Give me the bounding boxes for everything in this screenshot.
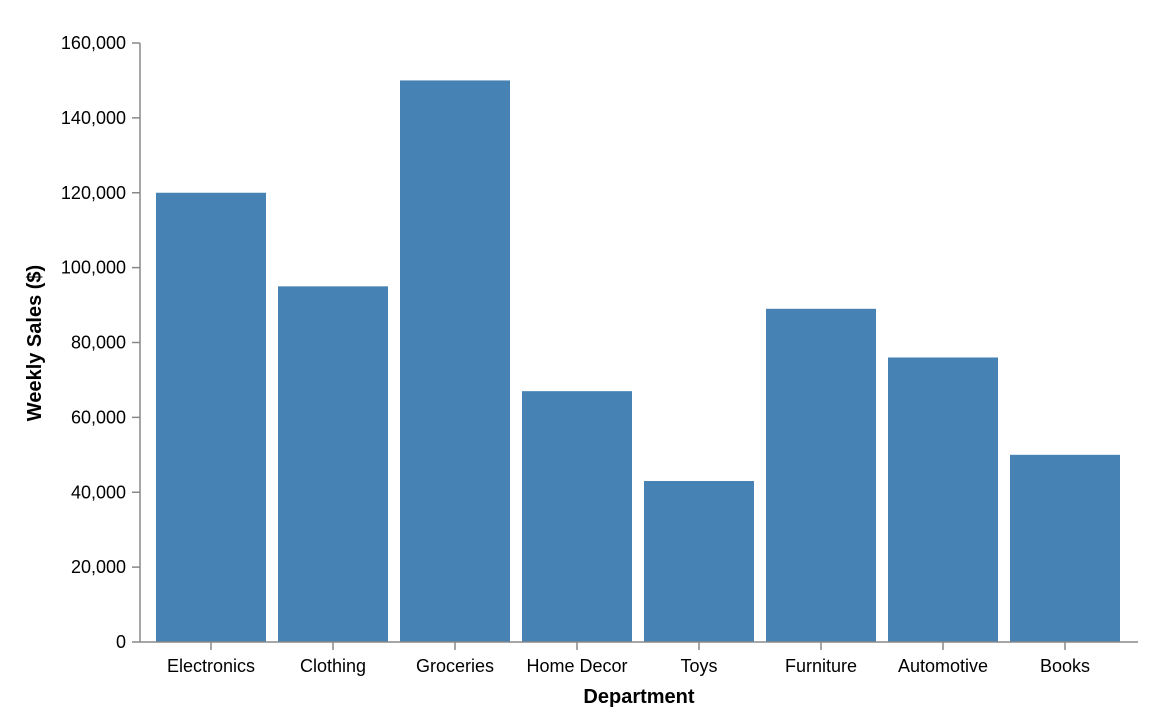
y-tick-label: 120,000 [61,183,126,203]
x-tick-label: Clothing [300,656,366,676]
x-tick-label: Furniture [785,656,857,676]
bar-furniture [766,308,876,642]
y-tick-label: 80,000 [71,333,126,353]
x-tick-label: Books [1040,656,1090,676]
bar-books [1010,454,1120,642]
y-tick-label: 60,000 [71,407,126,427]
bar-toys [644,481,754,642]
bars-group [156,80,1120,642]
y-tick-label: 0 [116,632,126,652]
y-axis: 0 20,000 40,000 60,000 80,000 100,000 120,000 1… [61,33,141,652]
bar-home-decor [522,391,632,642]
x-tick-label: Groceries [416,656,494,676]
x-tick-label: Electronics [167,656,255,676]
y-axis-title: Weekly Sales ($) [24,265,46,421]
bar-clothing [278,286,388,642]
x-axis: Electronics Clothing Groceries Home Decor To… [140,641,1138,676]
y-tick-label: 40,000 [71,482,126,502]
x-tick-label: Toys [680,656,717,676]
x-tick-label: Home Decor [526,656,627,676]
x-axis-title: Department [583,686,694,708]
x-tick-label: Automotive [898,656,988,676]
bar-electronics [156,192,266,642]
y-tick-label: 100,000 [61,258,126,278]
bar-automotive [888,357,998,642]
bar-groceries [400,80,510,642]
y-tick-label: 160,000 [61,33,126,53]
y-tick-label: 140,000 [61,108,126,128]
y-tick-label: 20,000 [71,557,126,577]
